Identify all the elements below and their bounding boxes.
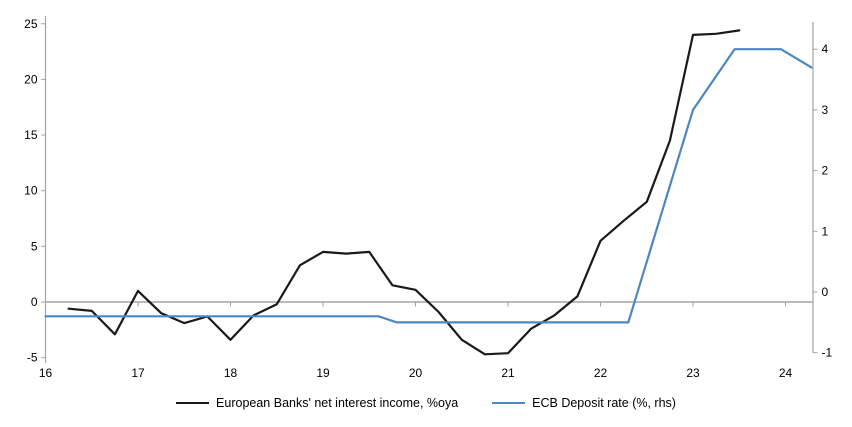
left-axis-tick-label: 15 (24, 128, 38, 142)
left-axis-tick-label: 10 (24, 184, 38, 198)
left-axis-tick-label: 5 (31, 239, 38, 253)
right-axis-tick-label: 3 (822, 103, 829, 117)
x-axis-label: 22 (594, 366, 608, 380)
ecb-legend-label: ECB Deposit rate (%, rhs) (532, 396, 676, 410)
x-axis-label: 18 (224, 366, 238, 380)
series-lines (44, 29, 813, 356)
nii-legend-label: European Banks' net interest income, %oy… (216, 396, 459, 410)
right-axis-tick-label: -1 (822, 346, 833, 360)
x-axis-label: 24 (779, 366, 793, 380)
right-axis-tick-label: 0 (822, 285, 829, 299)
x-axis-label: 16 (39, 366, 53, 380)
nii-series-line (67, 29, 741, 356)
x-axis-label: 20 (409, 366, 423, 380)
nii-line-swatch (176, 402, 210, 404)
left-axis-tick-label: -5 (27, 351, 38, 365)
ecb-line-swatch (492, 402, 526, 404)
x-axis-label: 23 (686, 366, 700, 380)
ecb-series-line (44, 48, 813, 324)
legend-item-nii: European Banks' net interest income, %oy… (176, 396, 458, 410)
x-axis-label: 17 (131, 366, 145, 380)
x-axis-label: 19 (316, 366, 330, 380)
legend: European Banks' net interest income, %oy… (0, 396, 852, 410)
right-axis-tick-label: 4 (822, 42, 829, 56)
x-axis-label: 21 (501, 366, 515, 380)
left-axis-tick-label: 25 (24, 17, 38, 31)
right-axis-tick-label: 2 (822, 164, 829, 178)
legend-item-ecb: ECB Deposit rate (%, rhs) (492, 396, 676, 410)
left-axis-tick-label: 20 (24, 72, 38, 86)
left-axis-tick-label: 0 (31, 295, 38, 309)
right-axis-tick-label: 1 (822, 224, 829, 238)
